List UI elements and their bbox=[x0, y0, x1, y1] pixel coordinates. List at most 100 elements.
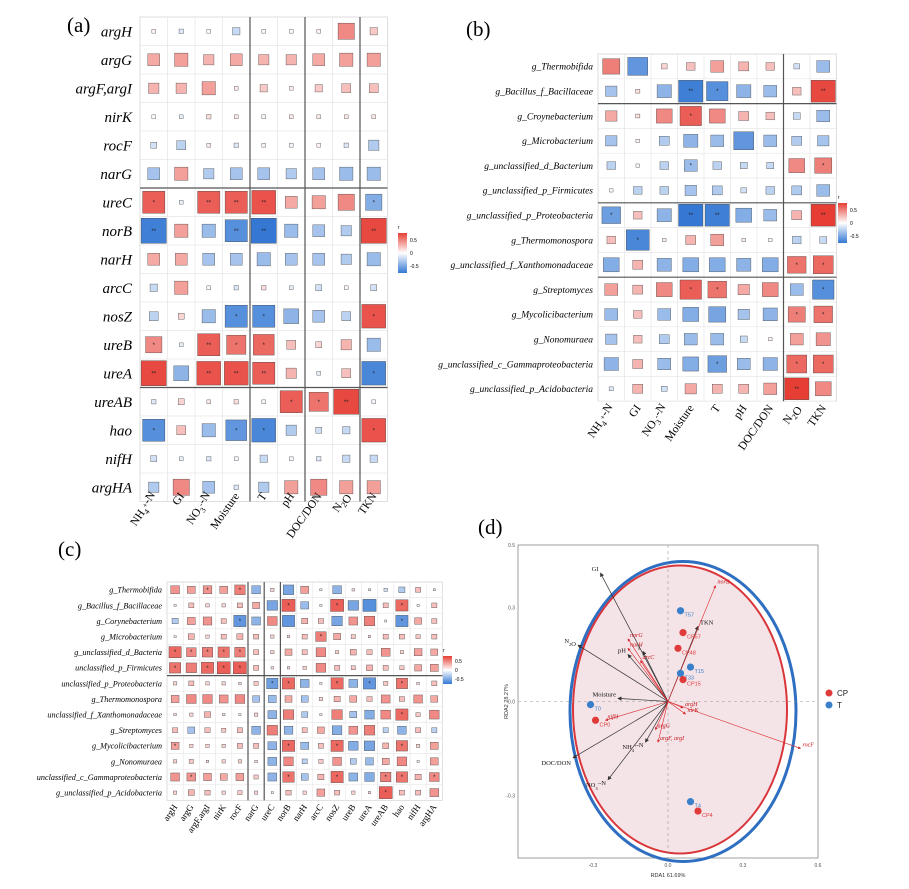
heatmap-cell bbox=[736, 84, 752, 98]
heatmap-cell bbox=[433, 588, 436, 592]
heatmap-cell bbox=[347, 600, 359, 611]
heatmap-cell bbox=[315, 284, 322, 291]
significance-mark: * bbox=[401, 744, 404, 750]
panel-b-label: (b) bbox=[466, 17, 491, 41]
significance-mark: * bbox=[401, 603, 404, 609]
heatmap-cell bbox=[171, 617, 179, 625]
heatmap-cell bbox=[415, 790, 421, 796]
row-label: g_unclassified_c_Gammaproteobacteria bbox=[438, 359, 593, 370]
heatmap-cell bbox=[142, 419, 166, 442]
heatmap-cell bbox=[203, 773, 212, 781]
heatmap-cell bbox=[148, 82, 160, 94]
heatmap-cell bbox=[301, 727, 308, 733]
legend-tick: 0 bbox=[850, 221, 853, 227]
significance-mark: ** bbox=[261, 371, 266, 377]
heatmap-cell bbox=[310, 478, 328, 496]
heatmap-cell bbox=[302, 790, 307, 795]
heatmap-cell bbox=[201, 223, 216, 238]
heatmap-cell bbox=[340, 339, 352, 351]
heatmap-cell bbox=[315, 663, 326, 673]
env-arrow-label: pH bbox=[618, 648, 626, 655]
legend-marker bbox=[825, 689, 833, 697]
heatmap-cell bbox=[606, 161, 616, 170]
significance-mark: * bbox=[373, 428, 376, 434]
heatmap-cell bbox=[170, 772, 180, 782]
heatmap-cell bbox=[382, 665, 389, 671]
heatmap-cell bbox=[790, 283, 804, 296]
heatmap-cell bbox=[330, 599, 344, 612]
env-arrow bbox=[607, 701, 669, 781]
heatmap-cell bbox=[316, 456, 322, 462]
significance-mark: * bbox=[153, 343, 156, 349]
heatmap-cell bbox=[788, 158, 805, 173]
sample-point bbox=[686, 663, 695, 671]
heatmap-cell bbox=[168, 646, 182, 659]
significance-mark: ** bbox=[344, 400, 349, 406]
heatmap-cell bbox=[279, 390, 303, 413]
heatmap-cell bbox=[186, 694, 197, 704]
significance-mark: ** bbox=[206, 343, 211, 349]
heatmap-cell bbox=[220, 618, 227, 624]
heatmap-cell bbox=[398, 586, 406, 593]
heatmap-cell bbox=[341, 368, 351, 378]
heatmap-cell bbox=[142, 191, 166, 214]
significance-mark: * bbox=[401, 619, 404, 625]
heatmap-cell bbox=[235, 773, 245, 781]
sample-point bbox=[686, 798, 695, 806]
heatmap-cell bbox=[787, 306, 806, 323]
legend-title: r bbox=[398, 225, 400, 231]
heatmap-cell bbox=[606, 235, 616, 245]
heatmap-cell bbox=[708, 306, 727, 323]
heatmap-cell bbox=[334, 790, 340, 796]
heatmap-cell bbox=[765, 111, 775, 121]
gene-arrow-label: nifH bbox=[608, 713, 619, 720]
heatmap-cell bbox=[350, 665, 356, 670]
heatmap-cell bbox=[204, 790, 211, 796]
legend-tick: 0.5 bbox=[850, 208, 857, 214]
legend-marker bbox=[825, 701, 833, 709]
heatmap-cell bbox=[415, 587, 421, 593]
heatmap-cell bbox=[206, 114, 212, 120]
heatmap-cell bbox=[368, 791, 371, 794]
heatmap-cell bbox=[657, 308, 671, 321]
row-label: ureAB bbox=[94, 395, 132, 411]
heatmap-cell bbox=[413, 648, 423, 657]
heatmap-cell bbox=[682, 356, 699, 372]
heatmap-cell bbox=[429, 709, 440, 720]
row-label: g_Nonomuraea bbox=[111, 757, 162, 766]
significance-mark: * bbox=[239, 650, 242, 656]
heatmap-cell bbox=[399, 790, 405, 796]
heatmap-cell bbox=[257, 167, 270, 180]
heatmap-cell bbox=[399, 696, 405, 702]
heatmap-cell bbox=[364, 709, 375, 720]
heatmap-cell bbox=[286, 340, 296, 350]
heatmap-cell bbox=[266, 600, 278, 611]
heatmap-cell bbox=[230, 253, 243, 266]
panel-b-heatmap: (b) ** * **** ** ** ** **** ** * ** ** * ***g_Thermo… bbox=[438, 17, 859, 453]
significance-mark: * bbox=[401, 775, 404, 781]
row-label: g_Corynebacterium bbox=[97, 617, 163, 626]
heatmap-cell bbox=[216, 661, 231, 675]
heatmap-cell bbox=[741, 238, 746, 242]
heatmap-cell bbox=[792, 235, 802, 245]
heatmap-cell bbox=[252, 695, 260, 703]
heatmap-cell bbox=[382, 727, 389, 733]
heatmap-cell bbox=[221, 728, 227, 733]
heatmap-cell bbox=[710, 234, 724, 246]
sample-point-label: T0 bbox=[595, 707, 601, 713]
gene-arrow-label: argH bbox=[685, 702, 698, 708]
heatmap-cell bbox=[763, 209, 777, 222]
row-label: narH bbox=[100, 253, 133, 269]
heatmap-cell bbox=[283, 709, 294, 720]
heatmap-cell bbox=[237, 759, 242, 764]
gene-arrow-label: argF, argI bbox=[660, 736, 685, 742]
heatmap-cell bbox=[251, 616, 261, 626]
heatmap-cell bbox=[202, 481, 215, 494]
heatmap-cell bbox=[332, 725, 343, 735]
heatmap-cell bbox=[684, 383, 697, 395]
heatmap-cell bbox=[657, 358, 671, 370]
heatmap-cell bbox=[284, 695, 293, 703]
heatmap-cell bbox=[285, 367, 297, 379]
legend-tick: -0.5 bbox=[850, 234, 859, 240]
significance-mark: * bbox=[336, 681, 339, 687]
